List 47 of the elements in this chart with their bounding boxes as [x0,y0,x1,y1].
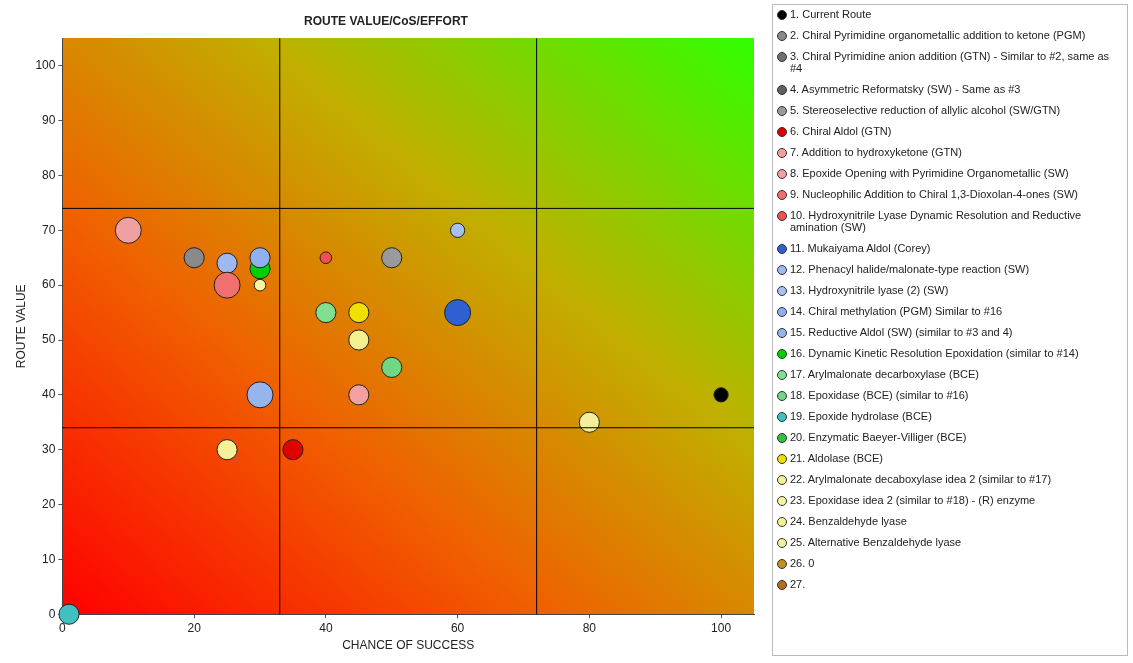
legend-label: 4. Asymmetric Reformatsky (SW) - Same as #3 [790,83,1021,95]
x-tick-label: 40 [319,620,333,635]
legend-label: 7. Addition to hydroxyketone (GTN) [790,146,962,158]
legend-label: 8. Epoxide Opening with Pyrimidine Organometallic (SW) [790,167,1069,179]
legend-label: 13. Hydroxynitrile lyase (2) (SW) [790,284,949,296]
legend-label: 25. Alternative Benzaldehyde lyase [790,536,962,548]
x-tick-label: 0 [59,620,67,635]
legend-label: 19. Epoxide hydrolase (BCE) [790,410,932,422]
legend-label: 2. Chiral Pyrimidine organometallic addition to ketone (PGM) [790,29,1086,41]
y-tick-label: 50 [42,332,56,347]
y-tick-label: 20 [42,496,56,511]
y-tick-label: 60 [42,277,56,292]
legend-label: 17. Arylmalonate decarboxylase (BCE) [790,368,979,380]
x-tick-label: 80 [582,620,597,635]
legend-label: 1. Current Route [790,8,872,20]
y-axis-title: ROUTE VALUE [13,284,28,369]
x-axis-title: CHANCE OF SUCCESS [342,638,475,653]
legend-label: 27. [790,578,806,590]
legend-label: 20. Enzymatic Baeyer-Villiger (BCE) [790,431,967,443]
legend-label: 3. Chiral Pyrimidine anion addition (GTN) - Similar to #2, same as #4 [790,50,1111,74]
legend-label: 24. Benzaldehyde lyase [790,515,907,527]
legend-label: 22. Arylmalonate decaboxylase idea 2 (similar to #17) [790,473,1052,485]
y-tick-label: 0 [48,606,56,621]
chart-title: ROUTE VALUE/CoS/EFFORT [304,13,469,28]
legend-label: 10. Hydroxynitrile Lyase Dynamic Resolution and Reductive amination (SW) [790,209,1083,233]
legend-label: 11. Mukaiyama Aldol (Corey) [790,242,931,254]
legend-label: 21. Aldolase (BCE) [790,452,883,464]
legend-label: 9. Nucleophilic Addition to Chiral 1,3-Dioxolan-4-ones (SW) [790,188,1078,200]
legend-label: 16. Dynamic Kinetic Resolution Epoxidation (similar to #14) [790,347,1079,359]
y-tick-label: 80 [42,167,56,182]
legend-label: 15. Reductive Aldol (SW) (similar to #3 and 4) [790,326,1013,338]
y-tick-label: 30 [42,442,56,456]
y-tick-label: 90 [42,112,56,127]
y-tick-label: 10 [42,551,56,566]
legend-label: 6. Chiral Aldol (GTN) [790,125,892,137]
x-tick-label: 100 [711,620,732,635]
legend-label: 18. Epoxidase (BCE) (similar to #16) [790,389,969,401]
legend-label: 5. Stereoselective reduction of allylic alcohol (SW/GTN) [790,104,1061,116]
x-tick-label: 20 [187,620,202,635]
x-tick-label: 60 [450,620,465,635]
legend-label: 14. Chiral methylation (PGM) Similar to #16 [790,305,1003,317]
legend-label: 26. 0 [790,557,815,569]
legend-label: 23. Epoxidase idea 2 (similar to #18) - (R) enzyme [790,494,1036,506]
y-tick-label: 40 [42,387,56,402]
y-tick-label: 100 [35,58,56,73]
y-tick-label: 70 [42,222,56,237]
legend-label: 12. Phenacyl halide/malonate-type reaction (SW) [790,263,1030,275]
